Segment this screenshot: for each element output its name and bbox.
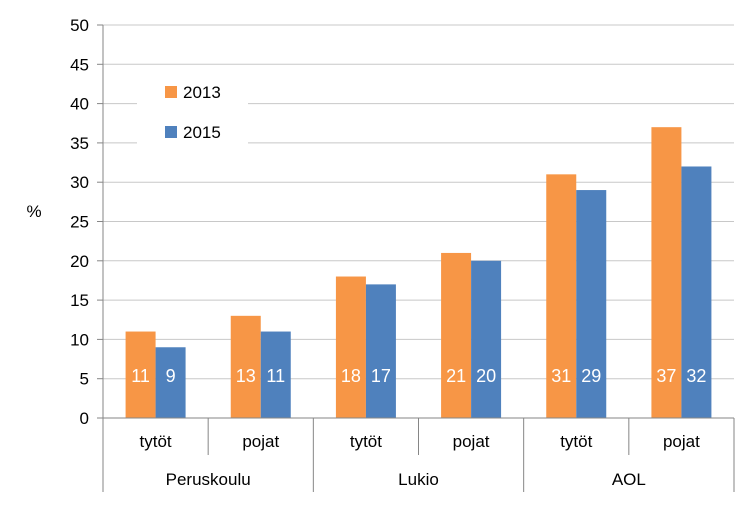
data-label: 11 (131, 366, 150, 386)
bar-2015 (681, 166, 712, 418)
bars (125, 127, 712, 419)
data-label: 17 (371, 366, 391, 386)
bar-2015 (260, 331, 291, 418)
data-label: 32 (686, 366, 706, 386)
legend-swatch (165, 126, 177, 138)
category-label: tytöt (350, 432, 382, 451)
y-tick-label: 5 (80, 370, 89, 389)
y-tick-label: 25 (70, 213, 89, 232)
bar-2013 (125, 331, 156, 418)
bar-2013 (230, 315, 261, 418)
bar-2013 (441, 252, 472, 418)
legend-swatch (165, 86, 177, 98)
y-tick-label: 10 (70, 330, 89, 349)
bar-2013 (546, 174, 577, 418)
axes (97, 24, 735, 492)
data-label: 37 (656, 366, 676, 386)
bar-2015 (155, 347, 186, 418)
data-label: 11 (266, 366, 285, 386)
category-label: pojat (453, 432, 490, 451)
y-tick-label: 40 (70, 95, 89, 114)
data-label: 29 (581, 366, 601, 386)
data-label: 9 (166, 366, 176, 386)
x-category-labels: Peruskoulu Lukio AOL tytöt pojat tytöt pojat ty… (140, 432, 701, 489)
y-tick-label: 50 (70, 16, 89, 35)
y-tick-label: 0 (80, 409, 89, 428)
data-label: 21 (446, 366, 466, 386)
category-label: pojat (663, 432, 700, 451)
y-tick-label: 15 (70, 291, 89, 310)
bar-2013 (335, 276, 366, 418)
group-label: Lukio (398, 470, 439, 489)
data-label: 20 (476, 366, 496, 386)
y-axis-label: % (26, 202, 41, 221)
data-label: 13 (236, 366, 256, 386)
data-labels: 11 9 13 11 18 17 21 20 31 29 37 32 (131, 366, 706, 386)
data-label: 18 (341, 366, 361, 386)
bar-2013 (651, 127, 682, 419)
group-label: AOL (612, 470, 646, 489)
y-tick-label: 35 (70, 134, 89, 153)
legend-background (137, 70, 248, 152)
y-tick-label: 45 (70, 55, 89, 74)
bar-2015 (471, 260, 502, 418)
category-label: tytöt (140, 432, 172, 451)
y-tick-label: 30 (70, 173, 89, 192)
bar-2015 (365, 284, 396, 418)
category-label: pojat (242, 432, 279, 451)
group-label: Peruskoulu (166, 470, 251, 489)
legend: 2013 2015 (137, 70, 248, 152)
legend-label: 2013 (183, 83, 221, 102)
bar-2015 (576, 190, 607, 418)
legend-label: 2015 (183, 123, 221, 142)
y-tick-labels: 0 5 10 15 20 25 30 35 40 45 50 (70, 16, 89, 428)
data-label: 31 (551, 366, 571, 386)
y-tick-label: 20 (70, 252, 89, 271)
category-label: tytöt (560, 432, 592, 451)
